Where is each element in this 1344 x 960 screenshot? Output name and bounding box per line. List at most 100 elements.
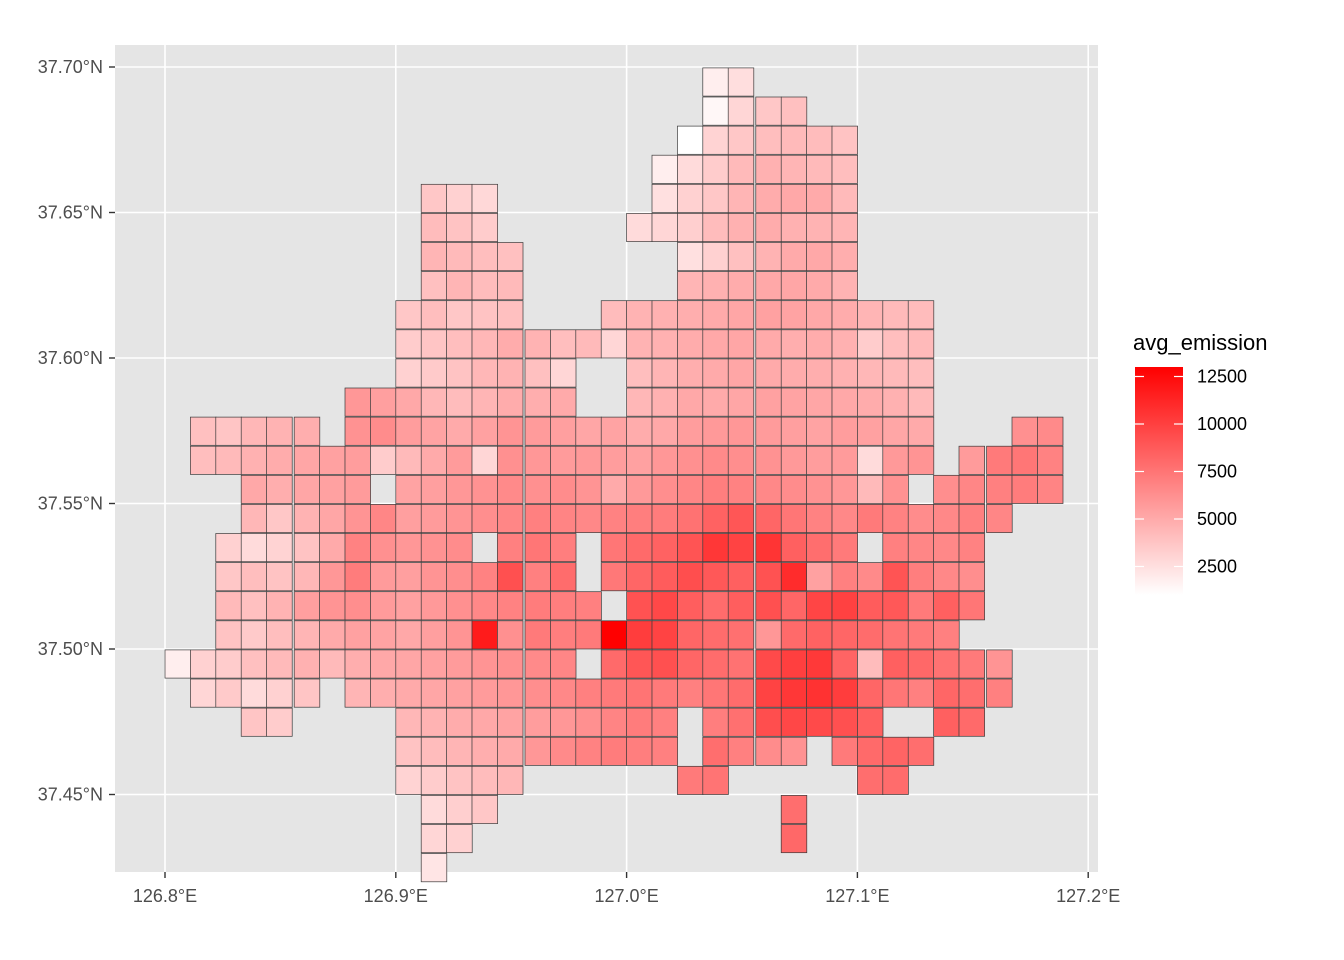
emission-cell	[446, 474, 473, 504]
emission-cell	[651, 358, 678, 388]
emission-cell	[831, 620, 858, 650]
emission-cell	[857, 649, 884, 679]
emission-cell	[420, 562, 448, 592]
emission-cell	[240, 445, 268, 475]
emission-cell	[497, 591, 524, 621]
emission-cell	[266, 649, 293, 679]
emission-cell	[550, 649, 577, 679]
emission-cell	[395, 620, 422, 650]
emission-cell	[651, 329, 678, 359]
emission-cell	[471, 620, 498, 650]
legend: avg_emission 12500 10000 7500 5000 2500	[1133, 330, 1268, 595]
emission-cell	[420, 416, 448, 446]
emission-cell	[882, 387, 909, 417]
emission-cell	[344, 620, 371, 650]
emission-cell	[446, 620, 473, 650]
emission-cell	[702, 183, 729, 213]
emission-cell	[755, 96, 782, 126]
emission-cell	[857, 562, 884, 592]
emission-cell	[677, 416, 704, 446]
emission-cell	[831, 329, 858, 359]
emission-cell	[806, 649, 833, 679]
emission-cell	[497, 504, 524, 533]
emission-cell	[524, 707, 551, 737]
emission-cell	[780, 96, 808, 126]
emission-cell	[395, 445, 422, 475]
x-tick-label: 127.1°E	[825, 886, 889, 906]
emission-cell	[727, 96, 755, 126]
emission-cell	[831, 736, 858, 766]
emission-cell	[702, 242, 729, 272]
emission-cell	[958, 504, 985, 533]
emission-cell	[702, 329, 729, 359]
emission-cell	[755, 416, 782, 446]
emission-cell	[882, 445, 909, 475]
emission-cell	[524, 504, 551, 533]
emission-cell	[497, 416, 524, 446]
emission-cell	[651, 474, 678, 504]
emission-cell	[626, 329, 653, 359]
emission-cell	[780, 562, 808, 592]
emission-cell	[907, 678, 935, 708]
emission-cell	[806, 620, 833, 650]
emission-cell	[446, 707, 473, 737]
emission-cell	[446, 765, 473, 795]
emission-cell	[727, 474, 755, 504]
emission-cell	[677, 358, 704, 388]
emission-cell	[370, 445, 397, 475]
emission-cell	[497, 736, 524, 766]
emission-cell	[575, 445, 602, 475]
emission-cell	[550, 358, 577, 388]
legend-label: 12500	[1197, 367, 1247, 387]
emission-cell	[677, 649, 704, 679]
emission-cell	[806, 678, 833, 708]
emission-cell	[266, 591, 293, 621]
y-axis: 37.45°N 37.50°N 37.55°N 37.60°N 37.65°N 37.70…	[38, 57, 115, 805]
emission-cell	[524, 416, 551, 446]
emission-cell	[395, 416, 422, 446]
emission-cell	[575, 591, 602, 621]
emission-cell	[293, 620, 321, 650]
emission-cell	[727, 358, 755, 388]
emission-cell	[446, 736, 473, 766]
emission-cell	[907, 416, 935, 446]
emission-cell	[446, 649, 473, 679]
emission-cell	[702, 474, 729, 504]
emission-cell	[780, 125, 808, 155]
emission-cell	[933, 707, 960, 737]
emission-cell	[215, 620, 242, 650]
legend-label: 10000	[1197, 414, 1247, 434]
emission-cell	[677, 504, 704, 533]
emission-cell	[446, 358, 473, 388]
emission-cell	[420, 736, 448, 766]
emission-cell	[882, 562, 909, 592]
emission-cell	[266, 533, 293, 563]
emission-cell	[727, 416, 755, 446]
emission-cell	[907, 736, 935, 766]
emission-cell	[806, 300, 833, 330]
emission-cell	[780, 300, 808, 330]
emission-cell	[344, 649, 371, 679]
emission-cell	[702, 67, 729, 97]
emission-cell	[806, 125, 833, 155]
emission-cell	[755, 329, 782, 359]
emission-cell	[780, 213, 808, 242]
x-tick-label: 127.0°E	[594, 886, 658, 906]
emission-cell	[727, 67, 755, 97]
emission-cell	[370, 416, 397, 446]
emission-cell	[958, 474, 985, 504]
emission-cell	[266, 707, 293, 737]
emission-cell	[677, 678, 704, 708]
emission-cell	[831, 271, 858, 301]
emission-cell	[600, 620, 628, 650]
emission-cell	[755, 271, 782, 301]
emission-cell	[344, 533, 371, 563]
emission-cell	[550, 736, 577, 766]
emission-cell	[626, 736, 653, 766]
emission-cell	[497, 765, 524, 795]
emission-cell	[471, 387, 498, 417]
emission-cell	[831, 387, 858, 417]
emission-cell	[958, 649, 985, 679]
emission-cell	[497, 562, 524, 592]
emission-cell	[600, 416, 628, 446]
